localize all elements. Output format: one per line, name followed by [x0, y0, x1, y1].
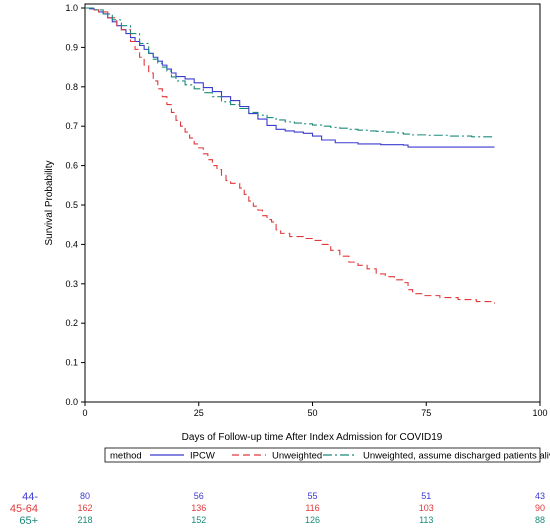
y-tick-label: 0.1 — [65, 358, 78, 368]
x-axis: 0 25 50 75 100 — [82, 402, 548, 418]
risk-count: 152 — [191, 515, 206, 525]
risk-count: 136 — [191, 503, 206, 513]
legend-title: method — [110, 451, 142, 462]
x-tick-label: 50 — [307, 408, 317, 418]
plot-frame — [84, 3, 541, 403]
legend-box — [104, 447, 541, 463]
risk-count: 55 — [307, 491, 317, 501]
series-layer — [85, 7, 496, 304]
x-tick-label: 75 — [421, 408, 431, 418]
y-tick-label: 0.8 — [65, 82, 78, 92]
risk-count: 103 — [419, 503, 434, 513]
y-tick-label: 0.9 — [65, 42, 78, 52]
y-tick-label: 0.7 — [65, 121, 78, 131]
x-tick-label: 100 — [532, 408, 547, 418]
risk-count: 113 — [419, 515, 433, 525]
risk-group-label: 65+ — [19, 515, 38, 527]
y-tick-label: 0.0 — [65, 397, 78, 407]
risk-count: 126 — [305, 515, 320, 525]
risk-count: 56 — [194, 491, 204, 501]
risk-count: 80 — [80, 491, 90, 501]
x-axis-title: Days of Follow-up time After Index Admis… — [182, 432, 443, 443]
y-tick-label: 0.2 — [65, 318, 78, 328]
series-line-2 — [85, 7, 496, 304]
y-tick-label: 0.4 — [65, 239, 78, 249]
risk-group-label: 44- — [22, 491, 38, 503]
risk-group-label: 45-64 — [10, 503, 38, 515]
legend: method IPCW Unweighted Unweighted, assume … — [104, 447, 550, 463]
y-axis: 0.0 0.1 0.2 0.3 0.4 0.5 0.6 0.7 0.8 0.9 1.0 — [65, 3, 85, 407]
series-line-1 — [85, 7, 495, 148]
legend-label-2: Unweighted — [272, 451, 322, 462]
legend-label-3: Unweighted, assume discharged patients a… — [363, 451, 550, 462]
risk-table: 44- 80 56 55 51 43 45-64 162 136 116 103 90 65+ 218 15… — [10, 491, 545, 527]
y-tick-label: 0.5 — [65, 200, 78, 210]
y-tick-label: 1.0 — [65, 3, 78, 13]
y-axis-title: Survival Probability — [44, 160, 55, 245]
legend-label-1: IPCW — [190, 451, 215, 462]
risk-count: 88 — [535, 515, 545, 525]
risk-count: 51 — [421, 491, 431, 501]
risk-count: 162 — [77, 503, 92, 513]
risk-count: 116 — [305, 503, 319, 513]
risk-count: 218 — [77, 515, 92, 525]
series-line-3 — [85, 7, 496, 138]
x-tick-label: 0 — [82, 408, 87, 418]
risk-count: 43 — [535, 491, 545, 501]
x-tick-label: 25 — [194, 408, 204, 418]
risk-count: 90 — [535, 503, 545, 513]
y-tick-label: 0.6 — [65, 161, 78, 171]
y-tick-label: 0.3 — [65, 279, 78, 289]
